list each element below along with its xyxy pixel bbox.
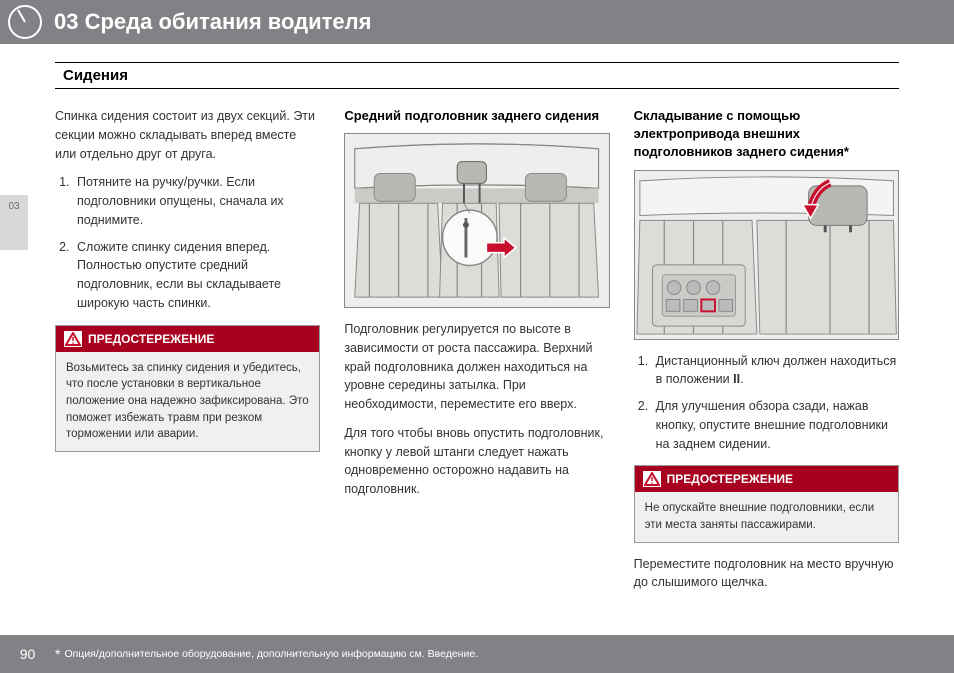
warning-box-2: ПРЕДОСТЕРЕЖЕНИЕ Не опускайте внешние под…: [634, 465, 899, 542]
column-2: Средний подголовник заднего сидения: [344, 107, 609, 602]
column-1: Спинка сидения состоит из двух секций. Э…: [55, 107, 320, 602]
chapter-header: 03 Среда обитания водителя: [0, 0, 954, 44]
step-2: Сложите спинку сидения вперед. Полностью…: [73, 238, 320, 313]
col3-tail: Переместите подголовник на место вручную…: [634, 555, 899, 593]
warning-triangle-icon: [64, 331, 82, 347]
warning-body-2: Не опускайте внешние подголовники, если …: [635, 492, 898, 541]
warning-header: ПРЕДОСТЕРЕЖЕНИЕ: [56, 326, 319, 352]
chapter-title: 03 Среда обитания водителя: [54, 9, 371, 35]
footnote-star-icon: *: [55, 646, 60, 662]
col2-p1: Подголовник регулируется по высоте в зав…: [344, 320, 609, 414]
steps-list: Потяните на ручку/ручки. Если подголовни…: [73, 173, 320, 312]
col3-step1: Дистанционный ключ должен находиться в п…: [652, 352, 899, 390]
side-tab: 03: [0, 195, 28, 250]
figure-power-headrest: [634, 170, 899, 340]
warning-box: ПРЕДОСТЕРЕЖЕНИЕ Возьмитесь за спинку сид…: [55, 325, 320, 452]
col3-steps: Дистанционный ключ должен находиться в п…: [652, 352, 899, 454]
page-footer: 90 * Опция/дополнительное оборудование, …: [0, 635, 954, 673]
warning-label: ПРЕДОСТЕРЕЖЕНИЕ: [88, 330, 214, 348]
col2-p2: Для того чтобы вновь опустить подголовни…: [344, 424, 609, 499]
warning-body: Возьмитесь за спинку сидения и убедитесь…: [56, 352, 319, 451]
column-3: Складывание с помощью электропривода вне…: [634, 107, 899, 602]
col2-heading: Средний подголовник заднего сидения: [344, 107, 609, 125]
step-1: Потяните на ручку/ручки. Если подголовни…: [73, 173, 320, 229]
content: Спинка сидения состоит из двух секций. Э…: [0, 89, 954, 602]
intro-text: Спинка сидения состоит из двух секций. Э…: [55, 107, 320, 163]
warning-triangle-icon: [643, 471, 661, 487]
subsection-title: Сидения: [55, 62, 899, 89]
footnote-text: Опция/дополнительное оборудование, допол…: [64, 648, 478, 660]
figure-center-headrest: [344, 133, 609, 308]
warning-label-2: ПРЕДОСТЕРЕЖЕНИЕ: [667, 470, 793, 488]
warning-header-2: ПРЕДОСТЕРЕЖЕНИЕ: [635, 466, 898, 492]
col3-step2: Для улучшения обзора сзади, нажав кнопку…: [652, 397, 899, 453]
page-number: 90: [0, 646, 55, 662]
gauge-icon: [8, 5, 42, 39]
col3-heading: Складывание с помощью электропривода вне…: [634, 107, 899, 162]
